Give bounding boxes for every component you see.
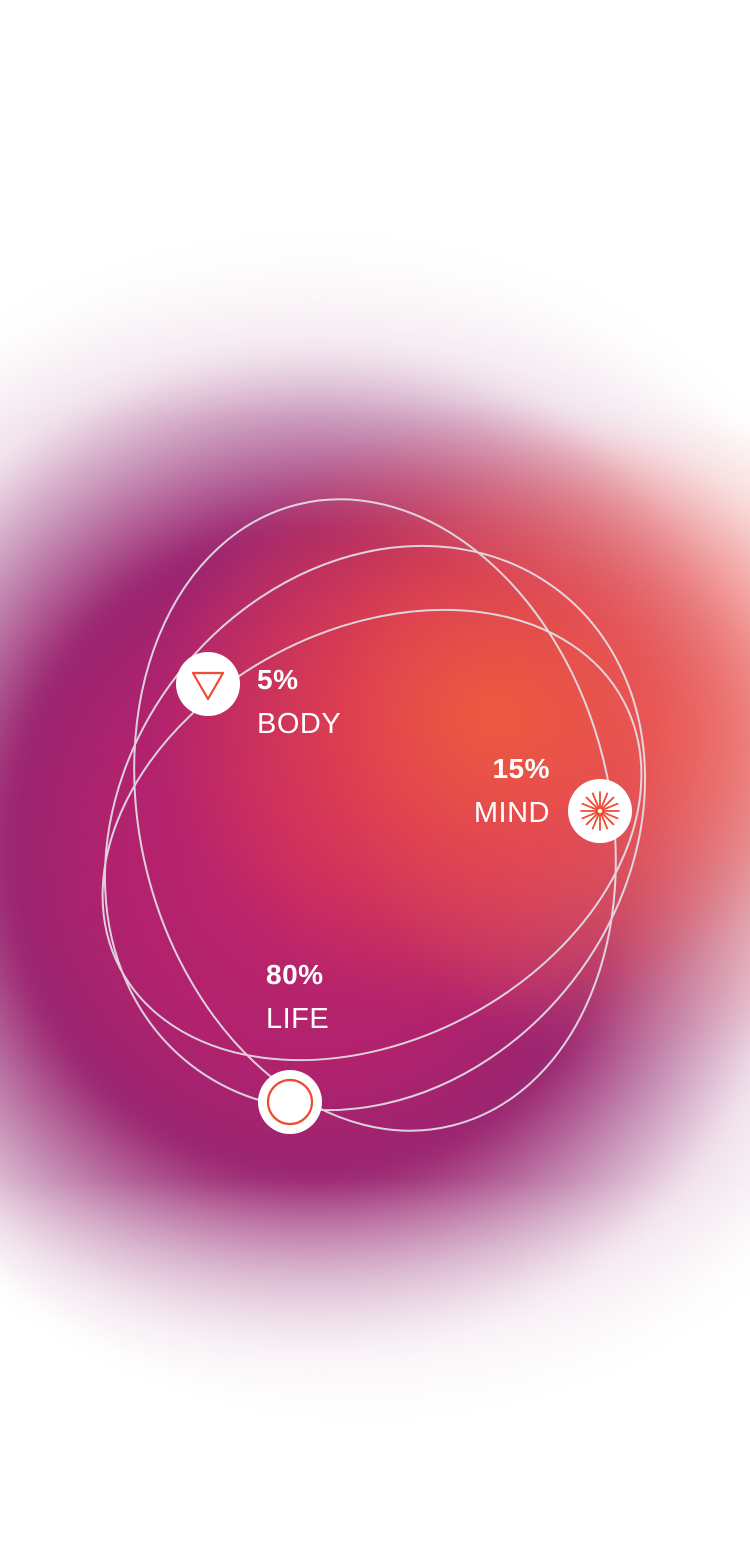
mind-label: MIND — [473, 797, 550, 829]
sunburst-ray — [601, 796, 615, 810]
sunburst-ray — [601, 811, 619, 820]
sunburst-ray — [585, 812, 599, 826]
sunburst-ray — [600, 792, 609, 810]
orbit-ring-3 — [103, 544, 647, 1112]
sunburst-ray — [601, 812, 615, 826]
ring-icon — [266, 1078, 314, 1126]
body-node[interactable] — [176, 652, 240, 716]
orbit-ring-1 — [133, 498, 617, 1132]
life-percent: 80% — [266, 959, 324, 990]
mind-percent: 15% — [492, 753, 550, 784]
life-label: LIFE — [266, 1003, 330, 1035]
top-fade — [0, 0, 750, 420]
life-node[interactable] — [258, 1070, 322, 1134]
sunburst-ray — [581, 802, 599, 811]
sunburst-ray — [600, 812, 609, 830]
sunburst-ray — [581, 811, 599, 820]
sunburst-ray — [585, 796, 599, 810]
life-label-group: 80% LIFE — [266, 961, 329, 1034]
mind-node[interactable] — [568, 779, 632, 843]
body-label: BODY — [257, 708, 342, 740]
mind-label-group: 15% MIND — [466, 755, 550, 828]
body-percent: 5% — [257, 664, 299, 695]
sunburst-ray — [601, 802, 619, 811]
sunburst-ray — [591, 812, 600, 830]
sunburst-icon — [580, 791, 620, 831]
sunburst-ray — [591, 792, 600, 810]
body-label-group: 5% BODY — [257, 666, 341, 739]
triangle-down-icon — [191, 671, 225, 701]
bottom-fade — [0, 1180, 750, 1558]
